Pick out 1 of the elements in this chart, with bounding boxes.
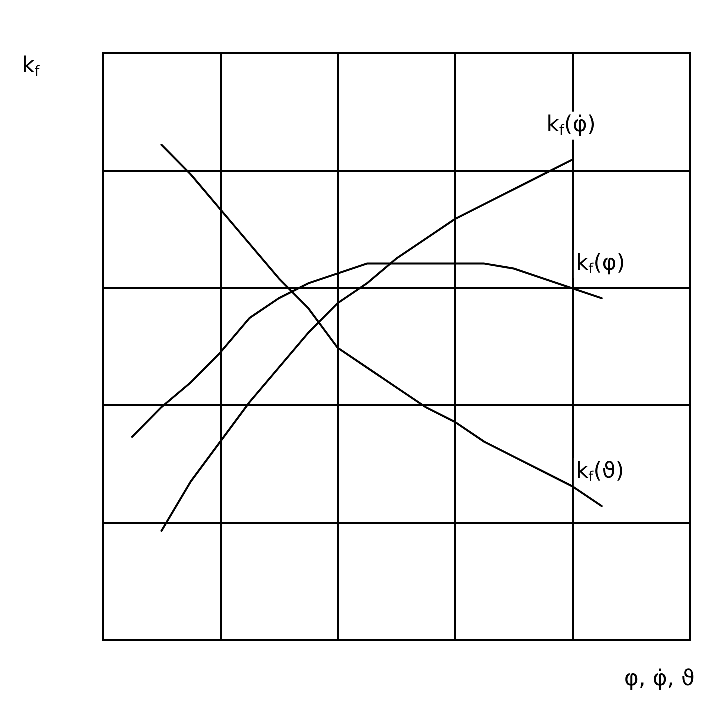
x-axis-title: φ, φ̇, ϑ — [624, 666, 696, 692]
